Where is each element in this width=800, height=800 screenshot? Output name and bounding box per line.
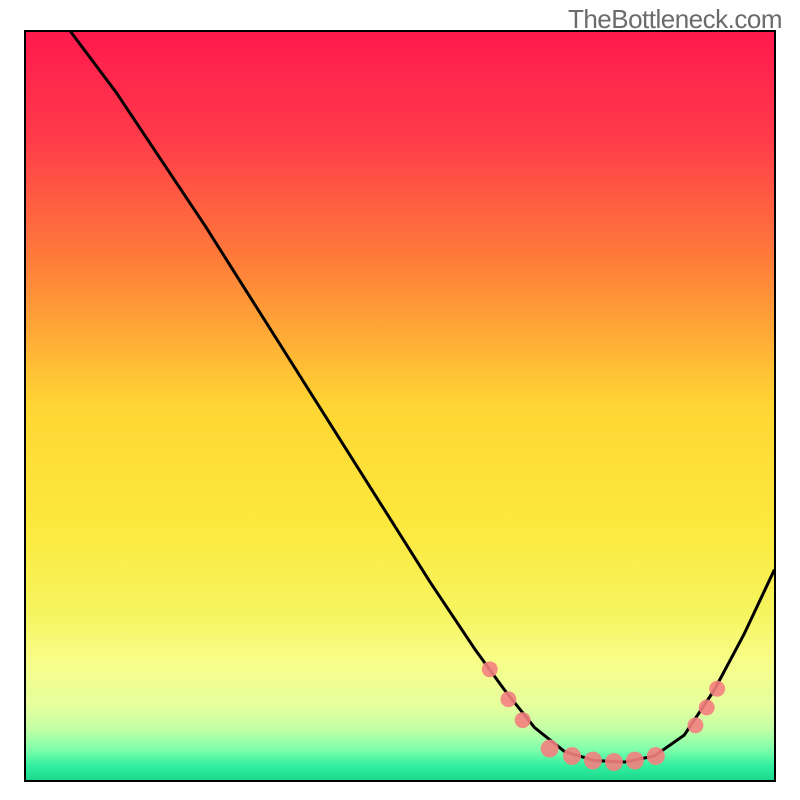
curve-marker (605, 753, 623, 771)
bottleneck-curve (71, 32, 774, 762)
curve-marker (563, 747, 581, 765)
curve-marker (699, 699, 715, 715)
curve-marker (688, 717, 704, 733)
curve-markers (482, 661, 725, 771)
chart-container: TheBottleneck.com (0, 0, 800, 800)
curve-layer (26, 32, 774, 780)
curve-marker (501, 691, 517, 707)
curve-marker (482, 661, 498, 677)
curve-marker (647, 747, 665, 765)
curve-marker (515, 712, 531, 728)
curve-marker (541, 740, 559, 758)
curve-marker (626, 752, 644, 770)
chart-plot-area (24, 30, 776, 782)
curve-marker (584, 752, 602, 770)
curve-marker (709, 681, 725, 697)
